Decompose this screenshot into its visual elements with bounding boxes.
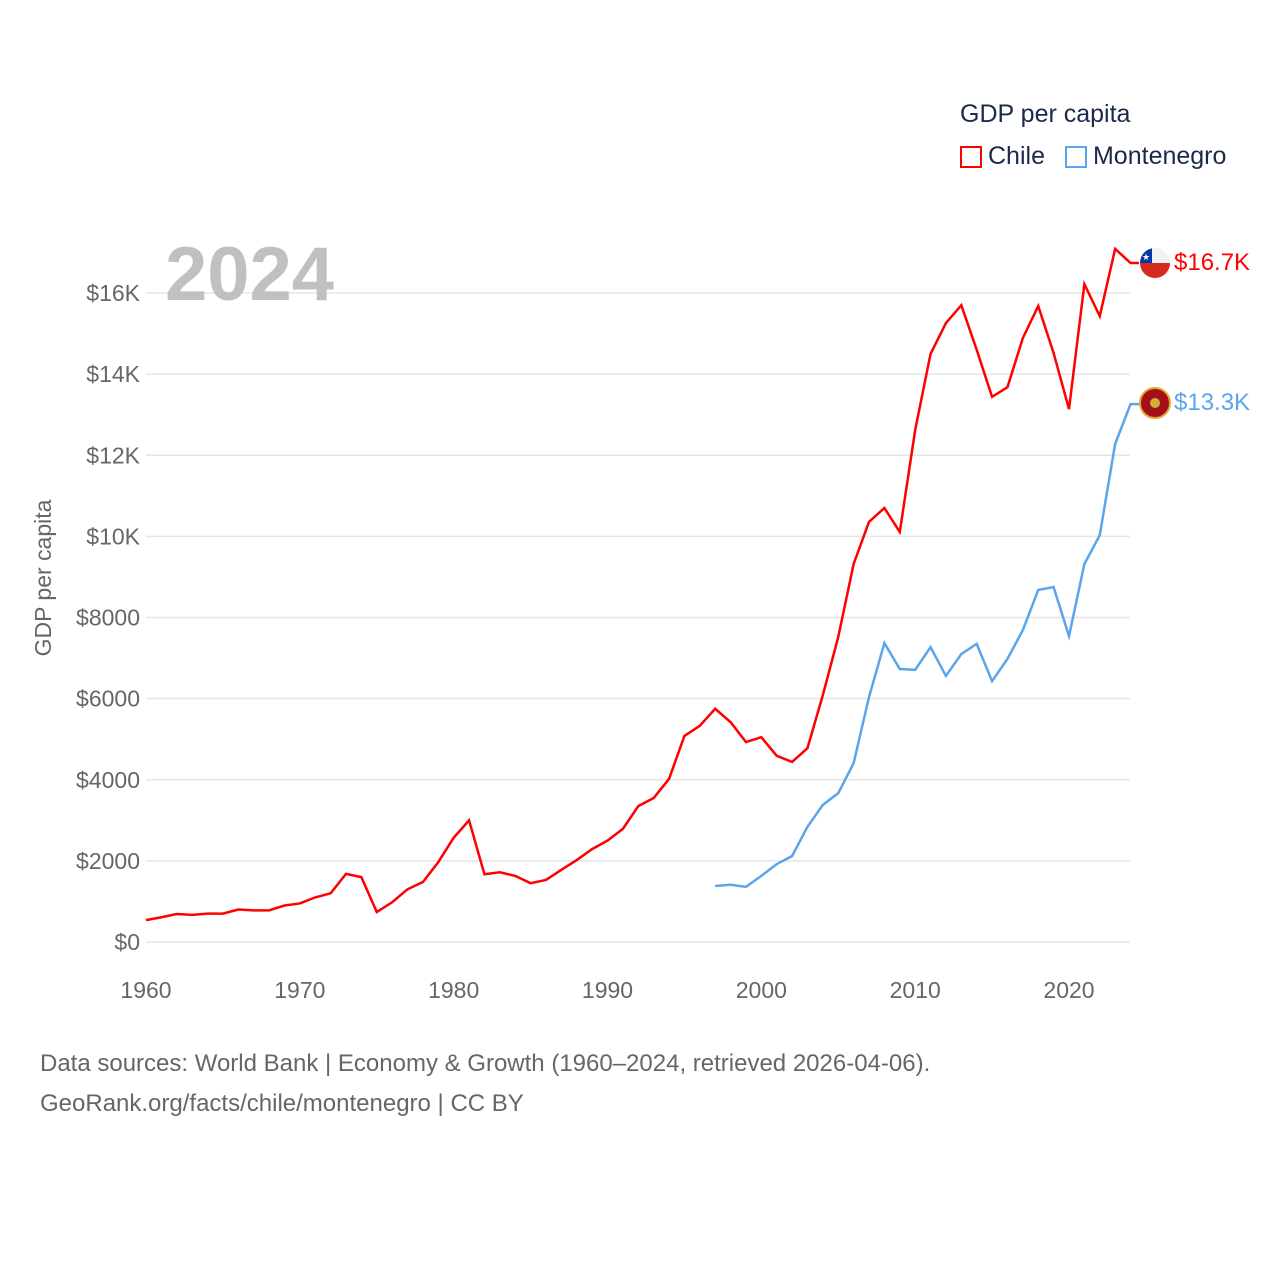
footer: Data sources: World Bank | Economy & Gro…: [40, 1044, 930, 1124]
y-tick-label: $8000: [76, 605, 140, 631]
source-line: Data sources: World Bank | Economy & Gro…: [40, 1050, 931, 1077]
y-axis-ticks: $0 $2000 $4000 $6000 $8000 $10K $12K $14K $16K: [76, 280, 141, 955]
legend: Chile Montenegro: [960, 142, 1226, 171]
chile-flag-icon: ★: [1140, 248, 1170, 278]
year-label: 2024: [165, 232, 334, 317]
y-tick-label: $6000: [76, 686, 140, 712]
x-tick-label: 1980: [428, 977, 479, 1003]
x-tick-label: 2000: [736, 977, 787, 1003]
y-tick-label: $14K: [86, 361, 140, 387]
svg-text:★: ★: [1142, 252, 1150, 262]
y-tick-label: $4000: [76, 767, 140, 793]
x-axis-ticks: 1960 1970 1980 1990 2000 2010 2020: [120, 977, 1094, 1003]
y-tick-label: $16K: [86, 280, 140, 306]
chile-end-label: $16.7K: [1174, 249, 1250, 276]
x-tick-label: 1960: [120, 977, 171, 1003]
x-tick-label: 1970: [274, 977, 325, 1003]
x-tick-label: 1990: [582, 977, 633, 1003]
y-tick-label: $0: [114, 929, 140, 955]
montenegro-end-label: $13.3K: [1174, 389, 1250, 416]
series-line-montenegro: [715, 402, 1139, 889]
legend-title: GDP per capita: [960, 100, 1131, 128]
y-tick-label: $12K: [86, 442, 140, 468]
x-tick-label: 2020: [1043, 977, 1094, 1003]
legend-label: Montenegro: [1092, 142, 1227, 170]
x-tick-label: 2010: [890, 977, 941, 1003]
legend-label: Chile: [988, 142, 1045, 170]
legend-item-chile[interactable]: Chile: [960, 142, 1045, 171]
gridlines: [146, 292, 1130, 943]
montenegro-swatch: [1064, 145, 1087, 168]
y-axis-label: GDP per capita: [30, 499, 56, 656]
series-line-chile: [145, 246, 1139, 922]
y-tick-label: $2000: [76, 848, 140, 874]
legend-item-montenegro[interactable]: Montenegro: [1064, 142, 1227, 171]
chile-swatch: [960, 145, 982, 168]
series-lines: [145, 246, 1139, 922]
source-url: GeoRank.org/facts/chile/montenegro | CC …: [40, 1090, 524, 1117]
y-tick-label: $10K: [86, 523, 140, 549]
montenegro-flag-icon: [1139, 387, 1171, 419]
